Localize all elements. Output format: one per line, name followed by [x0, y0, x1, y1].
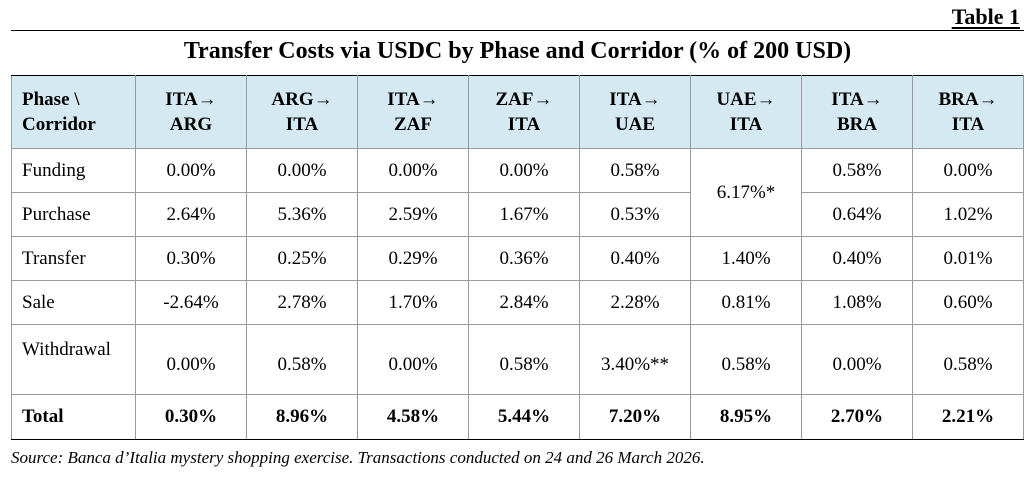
- corridor-from: ARG→: [271, 89, 333, 110]
- header-corridor: BRA→ ITA: [912, 75, 1024, 149]
- corridor-from: UAE→: [716, 89, 776, 110]
- table-cell: 2.28%: [579, 280, 691, 325]
- corridor-to: ITA: [285, 114, 319, 135]
- corridor-to: ZAF: [394, 114, 432, 135]
- table-cell: 0.00%: [912, 148, 1024, 193]
- corridor-to: BRA: [836, 114, 878, 135]
- table-cell: 0.01%: [912, 236, 1024, 281]
- corridor-from: ITA→: [387, 89, 439, 110]
- table-cell: 5.44%: [468, 394, 580, 440]
- table-cell: 7.20%: [579, 394, 691, 440]
- table-cell: 1.40%: [690, 236, 802, 281]
- table-cell: 0.58%: [468, 324, 580, 395]
- table-cell: -2.64%: [135, 280, 247, 325]
- corridor-from: ITA→: [609, 89, 661, 110]
- row-label: Sale: [11, 280, 136, 325]
- table-cell: 0.00%: [246, 148, 358, 193]
- cost-table: Phase \ Corridor ITA→ ARG ARG→ ITA ITA→ ZAF…: [11, 75, 1024, 440]
- table-cell: 2.70%: [801, 394, 913, 440]
- table-cell: 2.64%: [135, 192, 247, 237]
- table-cell: 0.58%: [801, 148, 913, 193]
- table-cell: 0.58%: [690, 324, 802, 395]
- table-cell: 0.53%: [579, 192, 691, 237]
- header-corridor: ITA→ ARG: [135, 75, 247, 149]
- table-number-label: Table 1: [951, 4, 1020, 29]
- table-cell: 8.95%: [690, 394, 802, 440]
- table-cell: 0.00%: [357, 148, 469, 193]
- corridor-to: ARG: [169, 114, 213, 135]
- corridor-to: ITA: [951, 114, 985, 135]
- row-label: Purchase: [11, 192, 136, 237]
- transfer-row: Transfer 0.30% 0.25% 0.29% 0.36% 0.40% 1…: [11, 236, 1024, 281]
- table-cell: 0.81%: [690, 280, 802, 325]
- table-cell: 0.58%: [912, 324, 1024, 395]
- table-cell: 0.60%: [912, 280, 1024, 325]
- table-cell: 2.78%: [246, 280, 358, 325]
- header-corridor: ZAF→ ITA: [468, 75, 580, 149]
- corridor-from: ITA→: [831, 89, 883, 110]
- table-cell: 0.40%: [579, 236, 691, 281]
- table-cell: 1.08%: [801, 280, 913, 325]
- corridor-from: BRA→: [938, 89, 998, 110]
- table-cell: 0.29%: [357, 236, 469, 281]
- table-cell: 0.58%: [246, 324, 358, 395]
- merged-cell-uae-ita: 6.17%*: [690, 148, 802, 237]
- table-cell: 0.00%: [135, 148, 247, 193]
- table-cell: 0.40%: [801, 236, 913, 281]
- top-rule: [11, 30, 1024, 31]
- table-cell: 0.64%: [801, 192, 913, 237]
- header-row: Phase \ Corridor ITA→ ARG ARG→ ITA ITA→ ZAF…: [11, 75, 1024, 149]
- table-cell: 2.21%: [912, 394, 1024, 440]
- corridor-to: UAE: [614, 114, 656, 135]
- table-cell: 0.30%: [135, 394, 247, 440]
- purchase-row: Purchase 2.64% 5.36% 2.59% 1.67% 0.53% 0…: [11, 192, 1024, 237]
- table-cell: 5.36%: [246, 192, 358, 237]
- header-corridor: ARG→ ITA: [246, 75, 358, 149]
- table-cell: 3.40%**: [579, 324, 691, 395]
- table-cell: 2.59%: [357, 192, 469, 237]
- table-cell: 0.36%: [468, 236, 580, 281]
- row-label: Total: [11, 394, 136, 440]
- funding-row: Funding 0.00% 0.00% 0.00% 0.00% 0.58% 6.…: [11, 148, 1024, 237]
- table-cell: 0.00%: [135, 324, 247, 395]
- table-cell: 1.02%: [912, 192, 1024, 237]
- row-label: Transfer: [11, 236, 136, 281]
- sale-row: Sale -2.64% 2.78% 1.70% 2.84% 2.28% 0.81…: [11, 280, 1024, 325]
- table-cell: 2.84%: [468, 280, 580, 325]
- table-title: Transfer Costs via USDC by Phase and Cor…: [183, 38, 852, 64]
- table-cell: 0.00%: [468, 148, 580, 193]
- table-cell: 1.70%: [357, 280, 469, 325]
- corridor-to: ITA: [729, 114, 763, 135]
- corridor-to: ITA: [507, 114, 541, 135]
- corridor-from: ZAF→: [495, 89, 553, 110]
- table-cell: 0.25%: [246, 236, 358, 281]
- header-phase-corridor: Phase \ Corridor: [11, 75, 136, 149]
- table-cell: 0.58%: [579, 148, 691, 193]
- table-cell: 0.00%: [801, 324, 913, 395]
- row-label: Withdrawal: [11, 324, 136, 395]
- table-cell: 1.67%: [468, 192, 580, 237]
- header-phase-line2: Corridor: [22, 114, 96, 135]
- table-cell: 0.30%: [135, 236, 247, 281]
- corridor-from: ITA→: [165, 89, 217, 110]
- row-label: Funding: [11, 148, 136, 193]
- header-corridor: ITA→ BRA: [801, 75, 913, 149]
- source-note: Source: Banca d’Italia mystery shopping …: [11, 448, 705, 467]
- header-corridor: ITA→ ZAF: [357, 75, 469, 149]
- header-phase-line1: Phase \: [22, 89, 80, 110]
- table-cell: 4.58%: [357, 394, 469, 440]
- header-corridor: ITA→ UAE: [579, 75, 691, 149]
- table-cell: 8.96%: [246, 394, 358, 440]
- withdrawal-row: Withdrawal 0.00% 0.58% 0.00% 0.58% 3.40%…: [11, 324, 1024, 395]
- header-corridor: UAE→ ITA: [690, 75, 802, 149]
- total-row: Total 0.30% 8.96% 4.58% 5.44% 7.20% 8.95…: [11, 394, 1024, 440]
- table-cell: 0.00%: [357, 324, 469, 395]
